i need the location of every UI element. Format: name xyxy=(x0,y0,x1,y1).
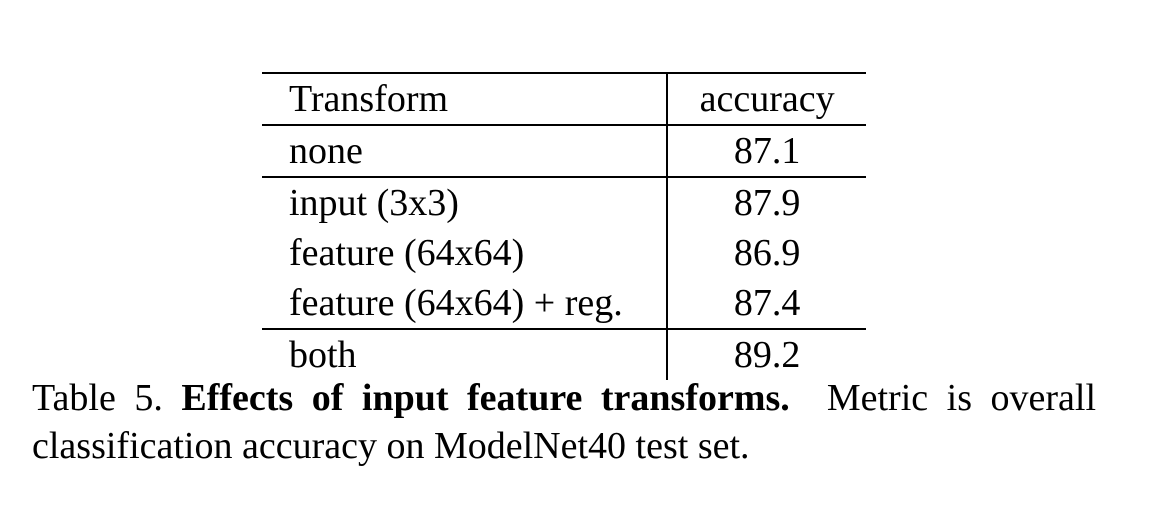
cell-transform: feature (64x64) + reg. xyxy=(262,278,669,330)
cell-accuracy-best: 89.2 xyxy=(733,334,801,376)
header-transform: Transform xyxy=(262,72,669,126)
cell-accuracy: 86.9 xyxy=(733,232,801,274)
table-row: both 89.2 xyxy=(262,329,866,380)
table-row: none 87.1 xyxy=(262,125,866,178)
cell-transform: none xyxy=(262,125,669,178)
header-accuracy: accuracy xyxy=(667,72,866,126)
table-row: feature (64x64) 86.9 xyxy=(262,228,866,278)
caption-text-1: Metric is overall xyxy=(826,377,1097,419)
cell-transform: input (3x3) xyxy=(262,177,669,228)
caption-title: Effects of input feature transforms. xyxy=(181,377,790,419)
results-table: Transform accuracy none 87.1 input (3x3)… xyxy=(262,72,866,380)
cell-accuracy: 87.4 xyxy=(667,278,866,330)
table-row: input (3x3) 87.9 xyxy=(262,177,866,228)
cell-transform: both xyxy=(262,329,669,380)
table-row: feature (64x64) + reg. 87.4 xyxy=(262,278,866,330)
caption-label: Table 5. xyxy=(32,377,163,419)
cell-accuracy: 87.9 xyxy=(733,182,801,224)
table-caption: Table 5. Effects of input feature transf… xyxy=(32,374,1096,470)
cell-transform: feature (64x64) xyxy=(262,228,669,278)
caption-text-2: classification accuracy on ModelNet40 te… xyxy=(32,425,750,467)
table-header-row: Transform accuracy xyxy=(262,72,866,126)
cell-accuracy: 87.1 xyxy=(667,125,866,178)
results-table-container: Transform accuracy none 87.1 input (3x3)… xyxy=(262,72,866,380)
caption-line-1: Table 5. Effects of input feature transf… xyxy=(32,374,1096,422)
